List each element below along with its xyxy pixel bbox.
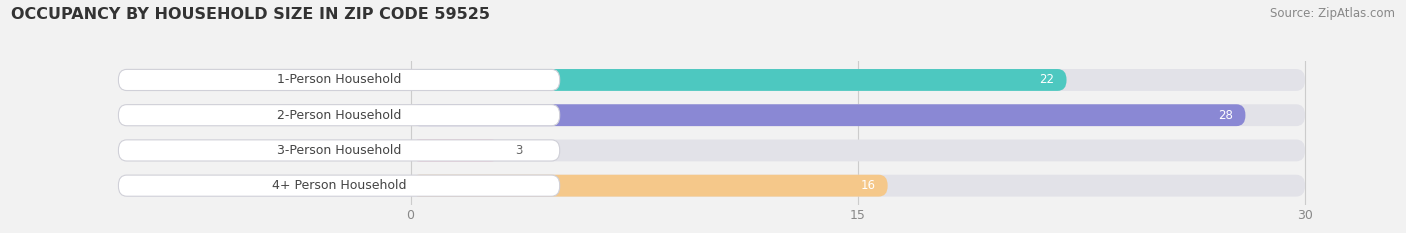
FancyBboxPatch shape: [118, 105, 560, 126]
FancyBboxPatch shape: [411, 175, 1305, 197]
FancyBboxPatch shape: [118, 175, 560, 196]
FancyBboxPatch shape: [411, 175, 887, 197]
Text: 3: 3: [515, 144, 523, 157]
Text: 28: 28: [1219, 109, 1233, 122]
FancyBboxPatch shape: [411, 140, 1305, 161]
Text: 3-Person Household: 3-Person Household: [277, 144, 401, 157]
FancyBboxPatch shape: [118, 140, 560, 161]
FancyBboxPatch shape: [411, 104, 1305, 126]
Text: 2-Person Household: 2-Person Household: [277, 109, 401, 122]
FancyBboxPatch shape: [118, 69, 560, 91]
FancyBboxPatch shape: [411, 140, 501, 161]
Text: 1-Person Household: 1-Person Household: [277, 73, 401, 86]
Text: Source: ZipAtlas.com: Source: ZipAtlas.com: [1270, 7, 1395, 20]
Text: 4+ Person Household: 4+ Person Household: [271, 179, 406, 192]
FancyBboxPatch shape: [411, 69, 1305, 91]
Text: 22: 22: [1039, 73, 1054, 86]
Text: 16: 16: [860, 179, 876, 192]
FancyBboxPatch shape: [411, 69, 1067, 91]
Text: OCCUPANCY BY HOUSEHOLD SIZE IN ZIP CODE 59525: OCCUPANCY BY HOUSEHOLD SIZE IN ZIP CODE …: [11, 7, 491, 22]
FancyBboxPatch shape: [411, 104, 1246, 126]
